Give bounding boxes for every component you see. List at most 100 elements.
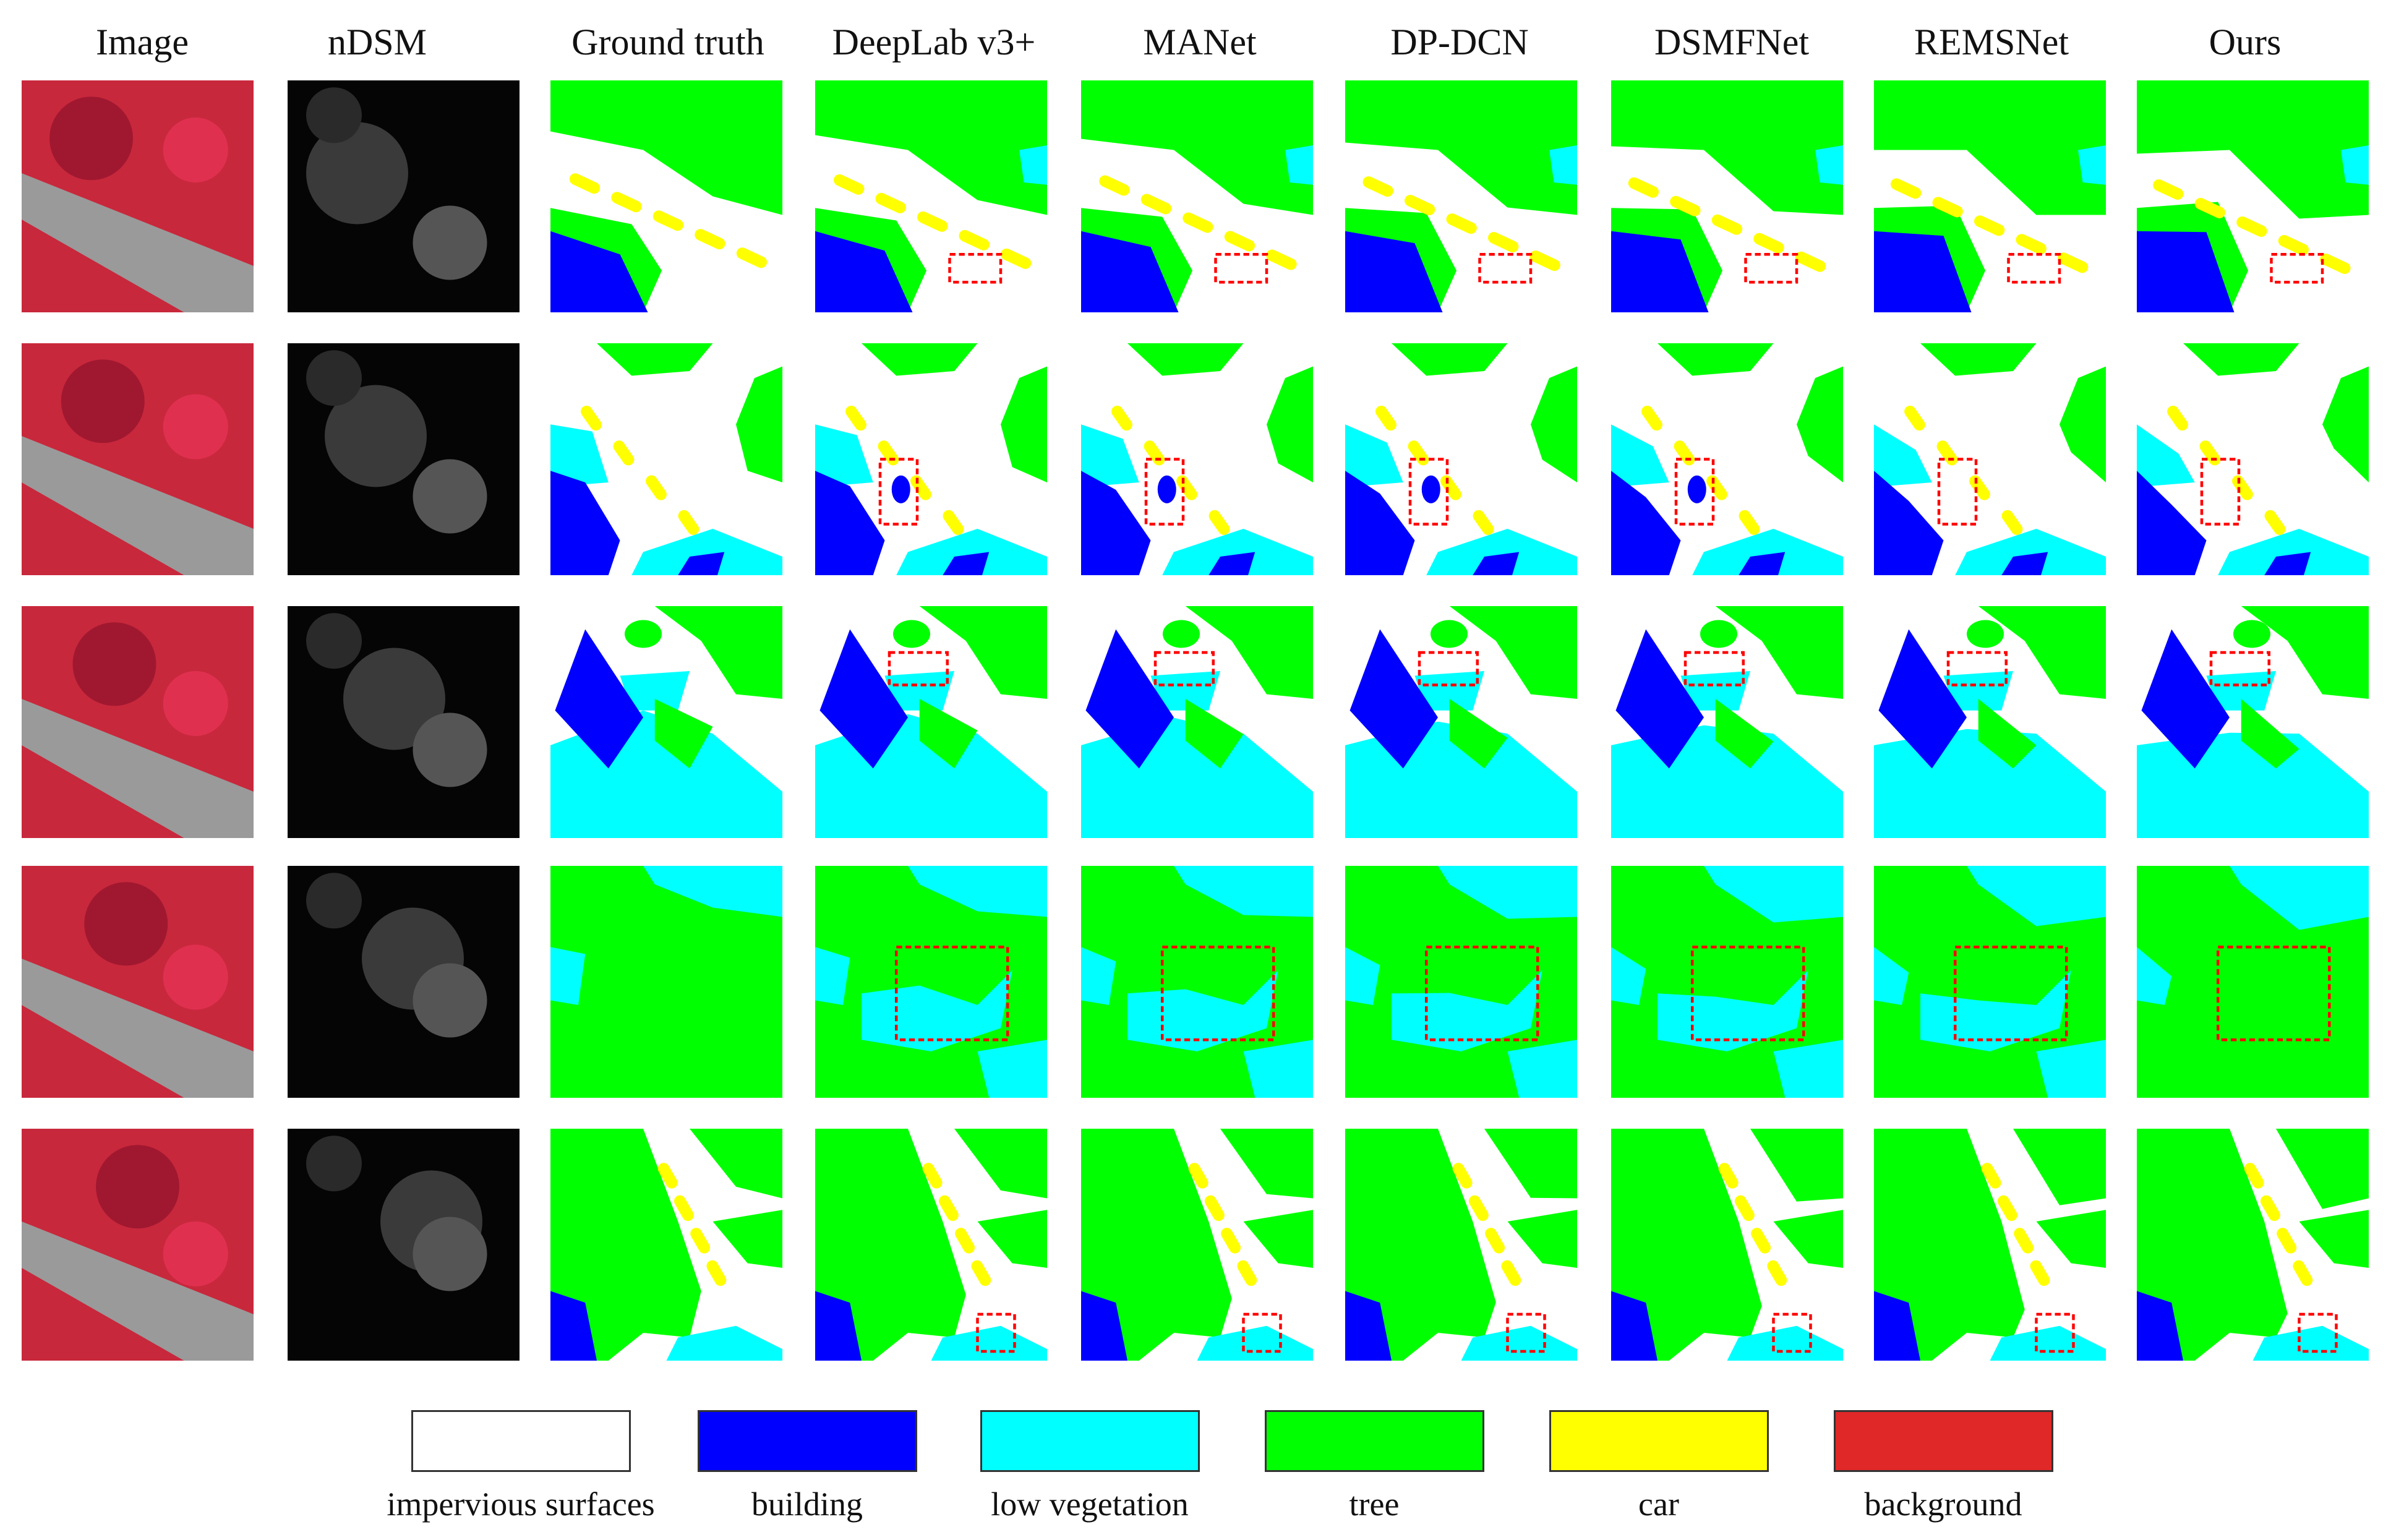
cell-r1-ground-truth — [550, 80, 782, 312]
cell-r5-image — [22, 1129, 254, 1361]
aerial-image — [22, 606, 254, 838]
cell-r4-dp-dcn — [1345, 866, 1577, 1098]
cell-r5-ground-truth — [550, 1129, 782, 1361]
segmentation-map — [1081, 866, 1313, 1098]
highlight-box — [976, 1312, 1016, 1353]
highlight-box — [2270, 253, 2324, 284]
cell-r3-deeplab — [815, 606, 1047, 838]
cell-r2-remsnet — [1874, 343, 2106, 575]
header-remsnet: REMSNet — [1914, 22, 2069, 62]
ndsm-image — [288, 606, 520, 838]
ndsm-image — [288, 866, 520, 1098]
cell-r5-dsmfnet — [1611, 1129, 1843, 1361]
cell-r5-manet — [1081, 1129, 1313, 1361]
cell-r3-ours — [2137, 606, 2369, 838]
highlight-box — [2200, 458, 2241, 526]
cell-r3-image — [22, 606, 254, 838]
header-ndsm: nDSM — [327, 22, 427, 62]
cell-r1-remsnet — [1874, 80, 2106, 312]
cell-r2-ndsm — [288, 343, 520, 575]
cell-r1-ours — [2137, 80, 2369, 312]
cell-r1-image — [22, 80, 254, 312]
segmentation-map — [550, 80, 782, 312]
cell-r2-manet — [1081, 343, 1313, 575]
legend-swatch-low-vegetation — [980, 1410, 1200, 1472]
segmentation-map — [1611, 80, 1843, 312]
highlight-box — [1153, 651, 1215, 687]
ndsm-image — [288, 343, 520, 575]
cell-r2-dsmfnet — [1611, 343, 1843, 575]
legend-swatch-building — [698, 1410, 917, 1472]
highlight-box — [1772, 1312, 1812, 1353]
highlight-box — [1144, 458, 1185, 526]
highlight-box — [1744, 253, 1799, 284]
cell-r5-dp-dcn — [1345, 1129, 1577, 1361]
cell-r2-deeplab — [815, 343, 1047, 575]
cell-r1-deeplab — [815, 80, 1047, 312]
segmentation-map — [550, 866, 782, 1098]
segmentation-map — [2137, 1129, 2369, 1361]
segmentation-map — [1345, 1129, 1577, 1361]
segmentation-map — [815, 80, 1047, 312]
highlight-box — [2035, 1312, 2075, 1353]
cell-r3-ground-truth — [550, 606, 782, 838]
highlight-box — [878, 458, 919, 526]
header-dsmfnet: DSMFNet — [1654, 22, 1810, 62]
cell-r5-deeplab — [815, 1129, 1047, 1361]
header-ours: Ours — [2209, 22, 2282, 62]
segmentation-map — [1611, 866, 1843, 1098]
legend-label-building: building — [751, 1486, 863, 1523]
ndsm-image — [288, 80, 520, 312]
segmentation-map — [550, 606, 782, 838]
cell-r3-dp-dcn — [1345, 606, 1577, 838]
cell-r4-ndsm — [288, 866, 520, 1098]
segmentation-map — [815, 866, 1047, 1098]
highlight-box — [888, 651, 949, 687]
segmentation-map — [1874, 1129, 2106, 1361]
segmentation-map — [1874, 80, 2106, 312]
cell-r4-image — [22, 866, 254, 1098]
segmentation-map — [1611, 343, 1843, 575]
highlight-box — [1408, 458, 1449, 526]
highlight-box — [2298, 1312, 2338, 1353]
cell-r4-ground-truth — [550, 866, 782, 1098]
cell-r5-ndsm — [288, 1129, 520, 1361]
cell-r1-dsmfnet — [1611, 80, 1843, 312]
legend-swatch-car — [1549, 1410, 1769, 1472]
aerial-image — [22, 866, 254, 1098]
segmentation-map — [1081, 343, 1313, 575]
legend-label-low-vegetation: low vegetation — [991, 1486, 1189, 1523]
segmentation-map — [2137, 606, 2369, 838]
segmentation-map — [1081, 80, 1313, 312]
segmentation-map — [1081, 1129, 1313, 1361]
highlight-box — [1506, 1312, 1546, 1353]
highlight-box — [2007, 253, 2061, 284]
header-ground-truth: Ground truth — [571, 22, 764, 62]
segmentation-map — [1345, 866, 1577, 1098]
segmentation-map — [1081, 606, 1313, 838]
legend-swatch-tree — [1265, 1410, 1484, 1472]
highlight-box — [1242, 1312, 1282, 1353]
segmentation-map — [2137, 80, 2369, 312]
cell-r4-dsmfnet — [1611, 866, 1843, 1098]
cell-r3-manet — [1081, 606, 1313, 838]
highlight-box — [948, 253, 1003, 284]
header-deeplab: DeepLab v3+ — [832, 22, 1036, 62]
segmentation-map — [1345, 606, 1577, 838]
segmentation-map — [2137, 866, 2369, 1098]
segmentation-map — [550, 343, 782, 575]
highlight-box — [1683, 651, 1745, 687]
segmentation-map — [815, 1129, 1047, 1361]
cell-r4-ours — [2137, 866, 2369, 1098]
cell-r4-deeplab — [815, 866, 1047, 1098]
header-dp-dcn: DP-DCN — [1390, 22, 1529, 62]
cell-r5-remsnet — [1874, 1129, 2106, 1361]
highlight-box — [1674, 458, 1715, 526]
legend-label-background: background — [1864, 1486, 2022, 1523]
highlight-box — [1161, 946, 1275, 1042]
aerial-image — [22, 343, 254, 575]
cell-r3-remsnet — [1874, 606, 2106, 838]
highlight-box — [895, 946, 1009, 1042]
cell-r1-manet — [1081, 80, 1313, 312]
header-manet: MANet — [1143, 22, 1257, 62]
